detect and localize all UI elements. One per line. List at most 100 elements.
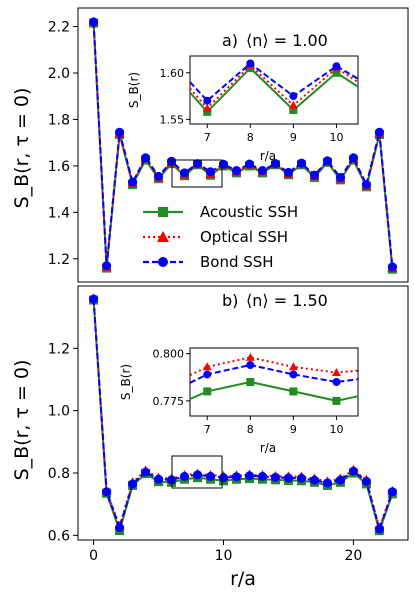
panel-b-series-2-point — [89, 294, 99, 304]
panel-a-series-2-point — [206, 167, 216, 177]
panel-b-inset-series-1-point — [332, 367, 341, 376]
panel-a-inset-series-2-point — [289, 92, 298, 101]
panel-b-inset-ticks: 0.775 0.800 7 8 9 10 — [153, 348, 344, 436]
panel-b-inset-series-1-point — [202, 362, 212, 371]
panel-b-ytick-label: 1.0 — [48, 404, 70, 420]
panel-b-xtick-label: 0 — [89, 548, 98, 564]
panel-a-inset-xtick-label: 8 — [247, 131, 254, 144]
panel-a-series-2-point — [387, 262, 397, 272]
panel-b-series-2-point — [206, 471, 216, 481]
panel-a-series-2-point — [128, 177, 138, 187]
panel-a-series-2-point — [283, 167, 293, 177]
panel-b-ytick-label: 0.6 — [48, 528, 70, 544]
panel-b-inset-ylabel: S_B(r) — [119, 364, 133, 400]
legend-item-optical: Optical SSH — [143, 228, 288, 246]
panel-a-series-2-point — [219, 159, 229, 169]
panel-a-ytick-label: 2.0 — [48, 66, 70, 82]
panel-a-inset-ylabel: S_B(r) — [127, 72, 141, 108]
panel-a-series-2-point — [361, 179, 371, 189]
legend-label-bond: Bond SSH — [200, 253, 274, 271]
panel-a-inset-series — [189, 59, 359, 116]
panel-b-inset-xtick-label: 7 — [204, 423, 211, 436]
panel-b-series-2-point — [180, 471, 190, 481]
panel-b-ticks: 0.6 0.8 1.0 1.2 0 10 20 — [48, 341, 363, 564]
panel-a-series-2-point — [244, 159, 254, 169]
panel-b-inset-series-2-point — [203, 370, 212, 379]
panel-a-ylabel: S_B(r, τ = 0) — [11, 88, 33, 209]
panel-b: b) ⟨n⟩ = 1.50 S_B(r, τ = 0) r/a 0.6 0.8 1.… — [11, 285, 409, 590]
panel-b-label: b) — [222, 291, 238, 310]
panel-b-inset-xtick-label: 9 — [290, 423, 297, 436]
panel-a-zoom-box — [171, 159, 223, 188]
panel-b-title: ⟨n⟩ = 1.50 — [246, 291, 328, 310]
panel-b-series-2-point — [296, 473, 306, 483]
panel-a: a) ⟨n⟩ = 1.00 S_B(r, τ = 0) 1.2 1.4 1.6 1.8… — [11, 7, 409, 283]
panel-a-inset-series-1-line — [189, 63, 359, 110]
panel-a-series-2-point — [115, 127, 125, 137]
panel-a-series-2-point — [193, 159, 203, 169]
panel-b-series-2-point — [257, 471, 267, 481]
panel-a-inset-series-0-point — [289, 106, 298, 115]
panel-a-inset-xlabel: r/a — [260, 149, 276, 163]
panel-a-series-1-line — [92, 21, 394, 269]
legend-item-bond: Bond SSH — [143, 253, 274, 271]
panel-a-inset-ytick-label: 1.55 — [160, 113, 185, 126]
panel-b-series-2-point — [309, 475, 319, 485]
panel-a-inset-series-1-point — [202, 103, 212, 112]
panel-a-inset-ticks: 1.55 1.60 7 8 9 10 — [160, 67, 344, 144]
panel-a-frame — [77, 7, 409, 283]
panel-b-inset-series-1-point — [288, 362, 298, 371]
panel-a-inset-series-1-point — [288, 100, 298, 109]
panel-a-ytick-label: 1.2 — [48, 252, 70, 268]
panel-a-inset-ytick-label: 1.60 — [160, 67, 185, 80]
panel-a-inset-series-0-point — [332, 68, 341, 77]
panel-a-inset-series-2-point — [332, 62, 341, 71]
panel-a-series-2-point — [154, 171, 164, 181]
panel-b-inset-series-0-point — [203, 387, 212, 396]
panel-a-yticks: 1.2 1.4 1.6 1.8 2.0 2.2 — [48, 20, 78, 268]
panel-a-label: a) — [222, 31, 238, 50]
legend-item-acoustic: Acoustic SSH — [143, 203, 298, 221]
panel-b-inset: 0.775 0.800 7 8 9 10 S_B(r) r/a — [119, 347, 359, 455]
panel-a-inset: 1.55 1.60 7 8 9 10 S_B(r) r/a — [127, 55, 359, 163]
panel-a-series-2-point — [374, 127, 384, 137]
panel-b-inset-series-2-point — [289, 370, 298, 379]
panel-b-inset-series-1-point — [245, 352, 255, 361]
panel-b-frame — [77, 285, 409, 541]
panel-a-inset-xtick-label: 9 — [290, 131, 297, 144]
panel-a-ytick-label: 1.8 — [48, 112, 70, 128]
panel-b-series-2-point — [374, 524, 384, 534]
panel-a-inset-xtick-label: 10 — [329, 131, 343, 144]
panel-b-series-2-point — [232, 472, 242, 482]
panel-a-series-2-point — [257, 166, 267, 176]
legend-triangle-marker — [157, 231, 169, 242]
panel-b-xlabel: r/a — [230, 568, 256, 590]
panel-b-series — [88, 293, 398, 536]
panel-a-inset-series-2-line — [189, 62, 359, 103]
panel-b-inset-xlabel: r/a — [260, 441, 276, 455]
panel-b-series-2-point — [244, 471, 254, 481]
panel-b-inset-ytick-label: 0.800 — [153, 348, 185, 361]
panel-b-ytick-label: 1.2 — [48, 341, 70, 357]
panel-b-inset-series — [189, 352, 359, 405]
panel-b-zoom-box — [171, 455, 223, 489]
panel-b-series-2-point — [102, 487, 112, 497]
panel-b-series-2-point — [283, 473, 293, 483]
panel-a-inset-xtick-label: 7 — [204, 131, 211, 144]
panel-b-series-2-point — [128, 479, 138, 489]
panel-a-series-2-point — [348, 153, 358, 163]
panel-b-series-2-point — [219, 473, 229, 483]
panel-a-ytick-label: 1.4 — [48, 205, 70, 221]
panel-b-ytick-label: 0.8 — [48, 466, 70, 482]
panel-b-inset-series-0-point — [246, 378, 255, 386]
panel-b-series-2-point — [322, 478, 332, 488]
panel-a-inset-series-0-point — [203, 107, 212, 116]
panel-a-series-2-point — [141, 153, 151, 163]
panel-a-series-2-point — [180, 168, 190, 178]
panel-a-series-2-point — [102, 261, 112, 271]
panel-b-xtick-label: 20 — [345, 548, 363, 564]
panel-a-series-2-point — [232, 166, 242, 176]
panel-b-series-2-point — [270, 472, 280, 482]
legend-label-acoustic: Acoustic SSH — [200, 203, 298, 221]
panel-a-series-2-point — [270, 159, 280, 169]
